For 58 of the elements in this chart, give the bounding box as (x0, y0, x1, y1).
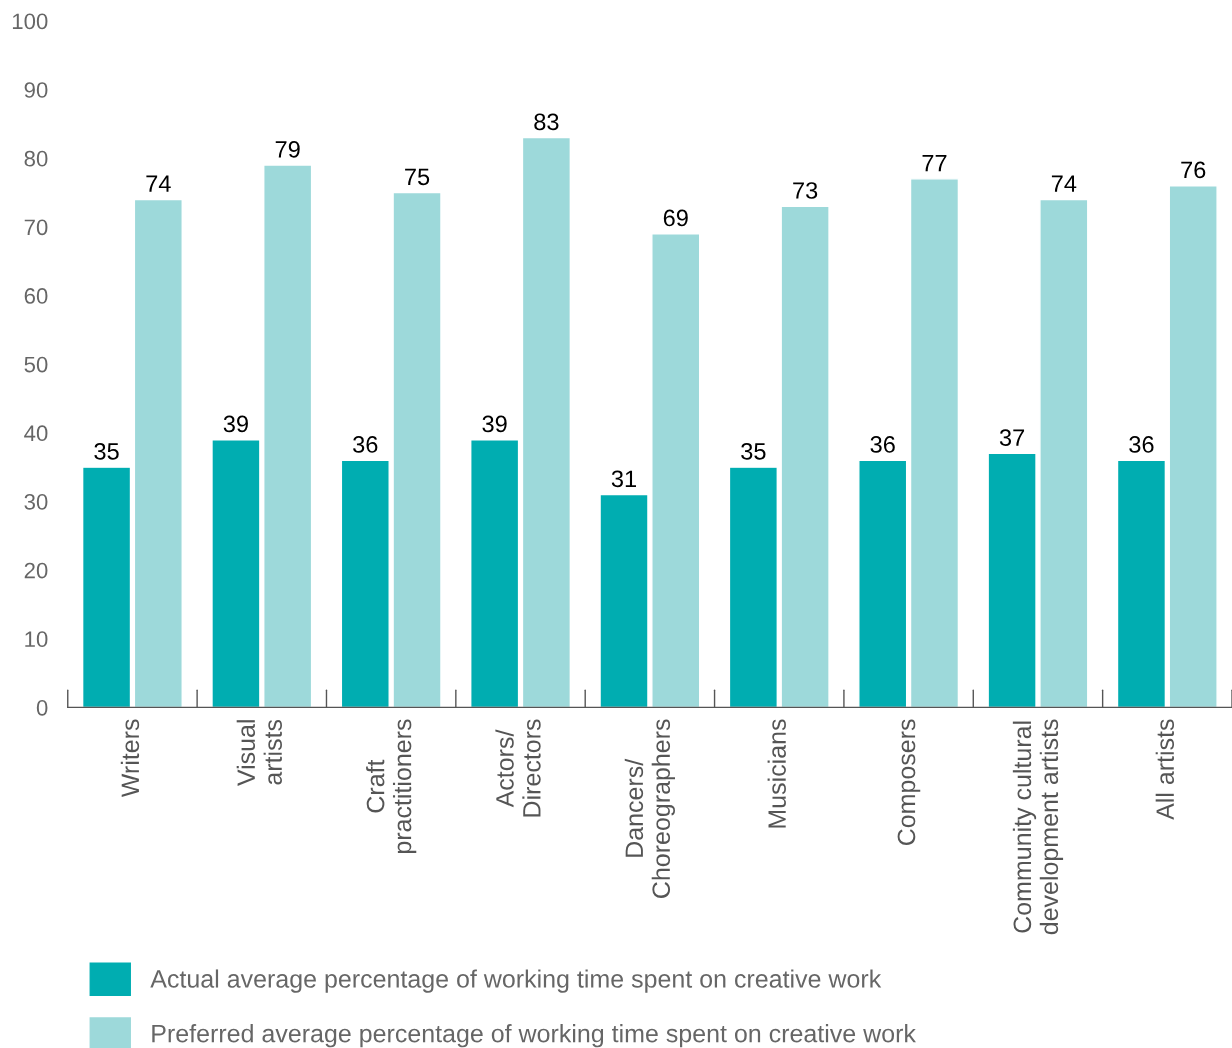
bar (599, 493, 649, 708)
data-label: 77 (922, 154, 947, 172)
bar (340, 459, 390, 708)
bar (909, 178, 960, 708)
data-label: 39 (223, 415, 248, 433)
x-tick-label: Craft practitioners (366, 719, 417, 854)
bar (1039, 198, 1089, 708)
data-label: 75 (405, 168, 430, 186)
bar (81, 466, 132, 708)
data-label: 83 (534, 113, 559, 131)
x-tick-label: Writers (120, 719, 140, 798)
data-label: 74 (1051, 175, 1077, 192)
bar (211, 438, 261, 708)
y-tick-label: 0 (36, 699, 48, 716)
data-label: 39 (482, 415, 507, 433)
x-tick-label: All artists (1155, 719, 1175, 820)
data-label: 36 (1129, 436, 1154, 453)
data-label: 36 (870, 436, 895, 453)
bar (987, 452, 1037, 708)
y-tick-label: 60 (24, 288, 48, 304)
data-label: 76 (1181, 161, 1206, 179)
bar (263, 164, 313, 708)
x-tick-label: Visual artists (236, 719, 282, 787)
data-label: 37 (999, 429, 1025, 446)
data-label: 35 (741, 442, 766, 460)
y-tick-label: 90 (24, 82, 48, 98)
data-label: 36 (353, 436, 378, 453)
bar (521, 136, 572, 708)
x-tick-label: Community cultural development artists (1012, 719, 1064, 935)
bar (651, 233, 701, 708)
bar (780, 205, 830, 708)
y-tick-label: 10 (25, 631, 48, 648)
bar (728, 466, 778, 708)
data-label: 73 (793, 182, 818, 199)
bar (392, 191, 442, 708)
data-label: 35 (94, 442, 119, 460)
x-tick-label: Dancers/ Choreographers (624, 719, 675, 898)
data-label: 31 (611, 470, 636, 488)
y-tick-label: 40 (24, 425, 48, 442)
legend-label: Preferred average percentage of working time spent on creative work (152, 1024, 916, 1048)
y-tick-label: 80 (24, 150, 48, 167)
legend-label: Actual average percentage of working time spent on creative work (150, 969, 882, 993)
data-label: 79 (275, 140, 300, 158)
data-label: 69 (663, 209, 688, 227)
bar (858, 459, 908, 708)
bar (133, 198, 183, 708)
x-tick-label: Composers (897, 719, 921, 846)
y-tick-label: 100 (12, 13, 48, 30)
y-tick-label: 70 (24, 219, 48, 236)
x-tick-label: Musicians (767, 719, 786, 828)
bar (1116, 459, 1167, 708)
y-tick-label: 30 (24, 494, 48, 510)
bar (1168, 185, 1218, 708)
y-tick-label: 50 (24, 356, 48, 373)
x-tick-label: Actors/ Directors (495, 719, 541, 817)
data-label: 74 (146, 175, 171, 192)
y-tick-label: 20 (24, 562, 48, 579)
bar (470, 438, 520, 708)
